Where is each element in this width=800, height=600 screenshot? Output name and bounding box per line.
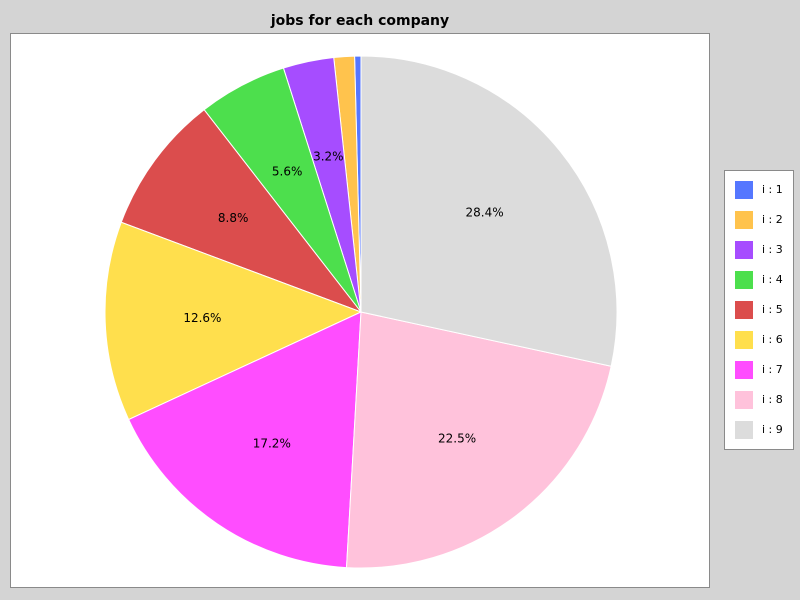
pie-slice-7	[128, 311, 362, 569]
legend-swatch	[735, 241, 753, 259]
legend-item-4: i : 4	[733, 271, 793, 291]
chart-title: jobs for each company	[270, 13, 450, 29]
pie-slice-8	[346, 311, 612, 569]
slice-label-3: 3.2%	[313, 150, 344, 164]
legend-item-2: i : 2	[733, 211, 793, 231]
pie-slice-6	[104, 221, 363, 421]
legend-swatch	[735, 301, 753, 319]
slice-label-9: 28.4%	[465, 205, 503, 219]
legend-swatch	[735, 181, 753, 199]
legend-swatch	[735, 271, 753, 289]
slice-label-8: 22.5%	[438, 431, 476, 445]
legend-item-3: i : 3	[733, 241, 793, 261]
legend-label: i : 6	[762, 333, 783, 346]
pie-chart: 3.2% 5.6% 8.8% 12.6% 17.2% 22.5% 28.4%	[104, 55, 618, 569]
legend-label: i : 2	[762, 213, 783, 226]
slice-label-5: 8.8%	[218, 211, 249, 225]
legend-swatch	[735, 361, 753, 379]
legend-item-9: i : 9	[733, 421, 793, 441]
legend-label: i : 7	[762, 363, 783, 376]
legend-label: i : 8	[762, 393, 783, 406]
legend-item-7: i : 7	[733, 361, 793, 381]
legend-swatch	[735, 391, 753, 409]
legend-label: i : 3	[762, 243, 783, 256]
legend-item-6: i : 6	[733, 331, 793, 351]
pie-slice-9	[360, 55, 618, 367]
legend-item-1: i : 1	[733, 181, 793, 201]
legend-swatch	[735, 421, 753, 439]
legend-item-5: i : 5	[733, 301, 793, 321]
legend-label: i : 1	[762, 183, 783, 196]
legend-label: i : 5	[762, 303, 783, 316]
legend-swatch	[735, 331, 753, 349]
legend-swatch	[735, 211, 753, 229]
pie-slice-5	[120, 109, 363, 314]
legend: i : 1 i : 2 i : 3 i : 4 i : 5 i : 6 i : 7 i : 8…	[724, 170, 794, 450]
legend-item-8: i : 8	[733, 391, 793, 411]
slice-label-7: 17.2%	[253, 436, 291, 450]
legend-label: i : 9	[762, 423, 783, 436]
plot-area: 3.2% 5.6% 8.8% 12.6% 17.2% 22.5% 28.4%	[10, 33, 710, 588]
slice-label-4: 5.6%	[272, 164, 303, 178]
slice-label-6: 12.6%	[183, 311, 221, 325]
legend-label: i : 4	[762, 273, 783, 286]
